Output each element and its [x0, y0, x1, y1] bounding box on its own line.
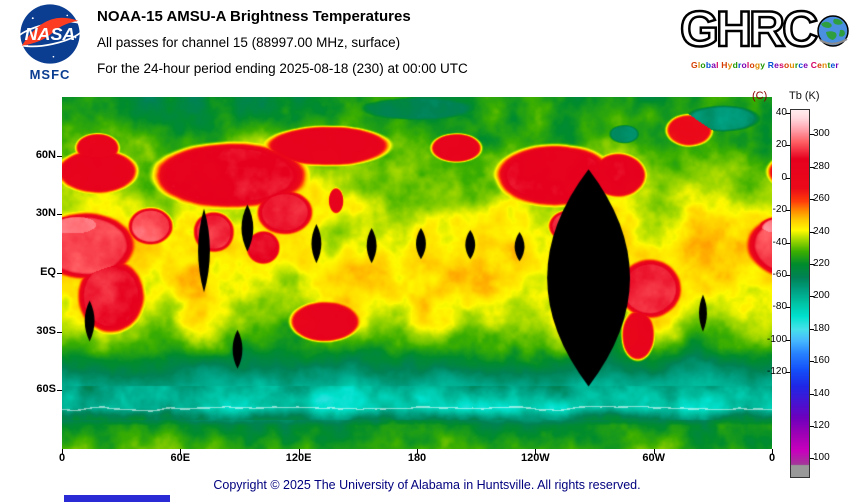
colorbar-tick: [809, 458, 814, 460]
colorbar-kelvin-label: 200: [813, 290, 830, 302]
ghrc-logo: GHRC Global Hydrology Resource Center: [676, 0, 854, 88]
colorbar-tick: [809, 231, 814, 233]
colorbar-kelvin-label: 240: [813, 225, 830, 237]
x-axis-tick: [653, 449, 655, 454]
copyright-text: Copyright © 2025 The University of Alaba…: [213, 478, 641, 492]
colorbar-kelvin-label: 260: [813, 193, 830, 205]
bottom-blue-bar: [64, 495, 170, 502]
x-axis-tick: [298, 449, 300, 454]
nasa-meatball-logo: NASA: [15, 4, 85, 64]
x-axis-tick: [535, 449, 537, 454]
colorbar-celsius-title: (C): [752, 90, 768, 102]
colorbar-kelvin-label: 220: [813, 257, 830, 269]
colorbar-tick: [809, 166, 814, 168]
x-axis-label: 60E: [170, 452, 191, 464]
colorbar-tick: [809, 425, 814, 427]
x-axis-tick: [62, 449, 63, 454]
colorbar: [790, 109, 810, 478]
ghrc-acronym: GHRC: [679, 0, 820, 58]
x-axis-label: 0: [58, 452, 66, 464]
y-axis-label: 30S: [36, 324, 56, 337]
colorbar-kelvin-label: 160: [813, 355, 830, 367]
x-axis-tick: [180, 449, 182, 454]
x-axis-label: 0: [768, 452, 776, 464]
colorbar-kelvin-label: 140: [813, 387, 830, 399]
x-axis-tick: [772, 449, 773, 454]
y-axis-label: 60N: [35, 148, 56, 161]
nasa-red-swoosh: [21, 17, 79, 46]
colorbar-kelvin-title: Tb (K): [789, 90, 820, 102]
colorbar-tick: [809, 296, 814, 298]
brightness-temperature-map: [62, 97, 772, 449]
colorbar-tick: [809, 199, 814, 201]
period-subtitle: For the 24-hour period ending 2025-08-18…: [97, 61, 468, 76]
x-axis-label: 180: [407, 452, 427, 464]
x-axis-label: 120W: [520, 452, 550, 464]
colorbar-tick: [809, 263, 814, 265]
nasa-logo-text: NASA: [25, 24, 76, 44]
colorbar-tick: [809, 361, 814, 363]
colorbar-tick: [809, 328, 814, 330]
colorbar-tick: [809, 393, 814, 395]
y-axis-label: 60S: [36, 383, 56, 396]
colorbar-kelvin-label: 100: [813, 452, 830, 464]
x-axis-label: 60W: [642, 452, 665, 464]
nasa-logo-block: NASA MSFC: [8, 3, 92, 82]
colorbar-kelvin-label: 300: [813, 128, 830, 140]
channel-subtitle: All passes for channel 15 (88997.00 MHz,…: [97, 35, 401, 50]
y-axis-label: 30N: [35, 207, 56, 220]
colorbar-kelvin-label: 180: [813, 322, 830, 334]
x-axis-tick: [417, 449, 418, 454]
colorbar-tick: [809, 134, 814, 136]
y-axis-label: EQ: [40, 266, 56, 278]
colorbar-kelvin-label: 120: [813, 419, 830, 431]
nasa-center-label: MSFC: [29, 67, 71, 82]
ghrc-full-name: Global Hydrology Resource Center: [691, 60, 839, 70]
page-title: NOAA-15 AMSU-A Brightness Temperatures: [97, 8, 411, 25]
ghrc-globe-icon: [817, 15, 849, 47]
colorbar-kelvin-label: 280: [813, 160, 830, 172]
x-axis-label: 120E: [285, 452, 312, 464]
